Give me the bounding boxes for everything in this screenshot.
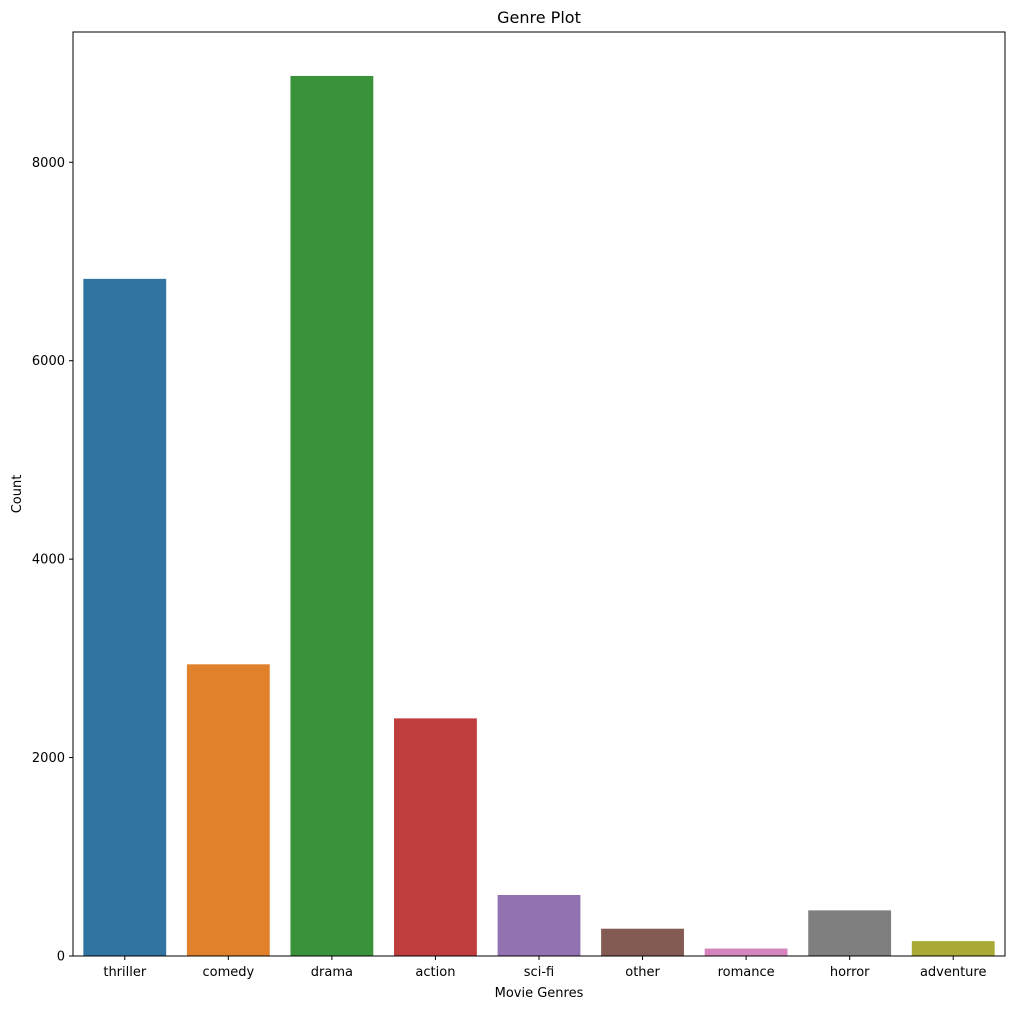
bar-horror <box>808 910 892 956</box>
y-tick-label: 4000 <box>32 553 65 568</box>
y-tick-label: 8000 <box>32 156 65 171</box>
x-tick-label: action <box>415 965 455 980</box>
x-tick-label: other <box>625 965 660 980</box>
x-axis-label: Movie Genres <box>495 986 584 1001</box>
bars-group <box>83 75 995 956</box>
x-tick-label: thriller <box>103 965 147 980</box>
x-tick-label: sci-fi <box>524 965 554 980</box>
bar-thriller <box>83 278 167 956</box>
x-tick-label: romance <box>718 965 775 980</box>
y-tick-label: 2000 <box>32 751 65 766</box>
bar-sci-fi <box>497 894 581 956</box>
x-tick-label: horror <box>830 965 870 980</box>
bar-romance <box>704 948 788 956</box>
y-axis-ticks: 0 2000 4000 6000 8000 <box>32 156 73 965</box>
y-tick-label: 0 <box>57 950 65 965</box>
x-tick-label: adventure <box>920 965 987 980</box>
x-axis-ticks: thriller comedy drama action sci-fi other roma… <box>103 956 986 980</box>
y-tick-label: 6000 <box>32 354 65 369</box>
x-tick-label: drama <box>311 965 353 980</box>
bar-other <box>601 928 684 956</box>
bar-adventure <box>911 941 995 956</box>
chart-title: Genre Plot <box>497 8 581 27</box>
plot-area-frame <box>72 31 1006 957</box>
bar-comedy <box>186 664 270 956</box>
bar-action <box>394 718 477 956</box>
y-axis-label: Count <box>10 475 25 514</box>
bar-drama <box>290 75 374 956</box>
x-tick-label: comedy <box>202 965 254 980</box>
